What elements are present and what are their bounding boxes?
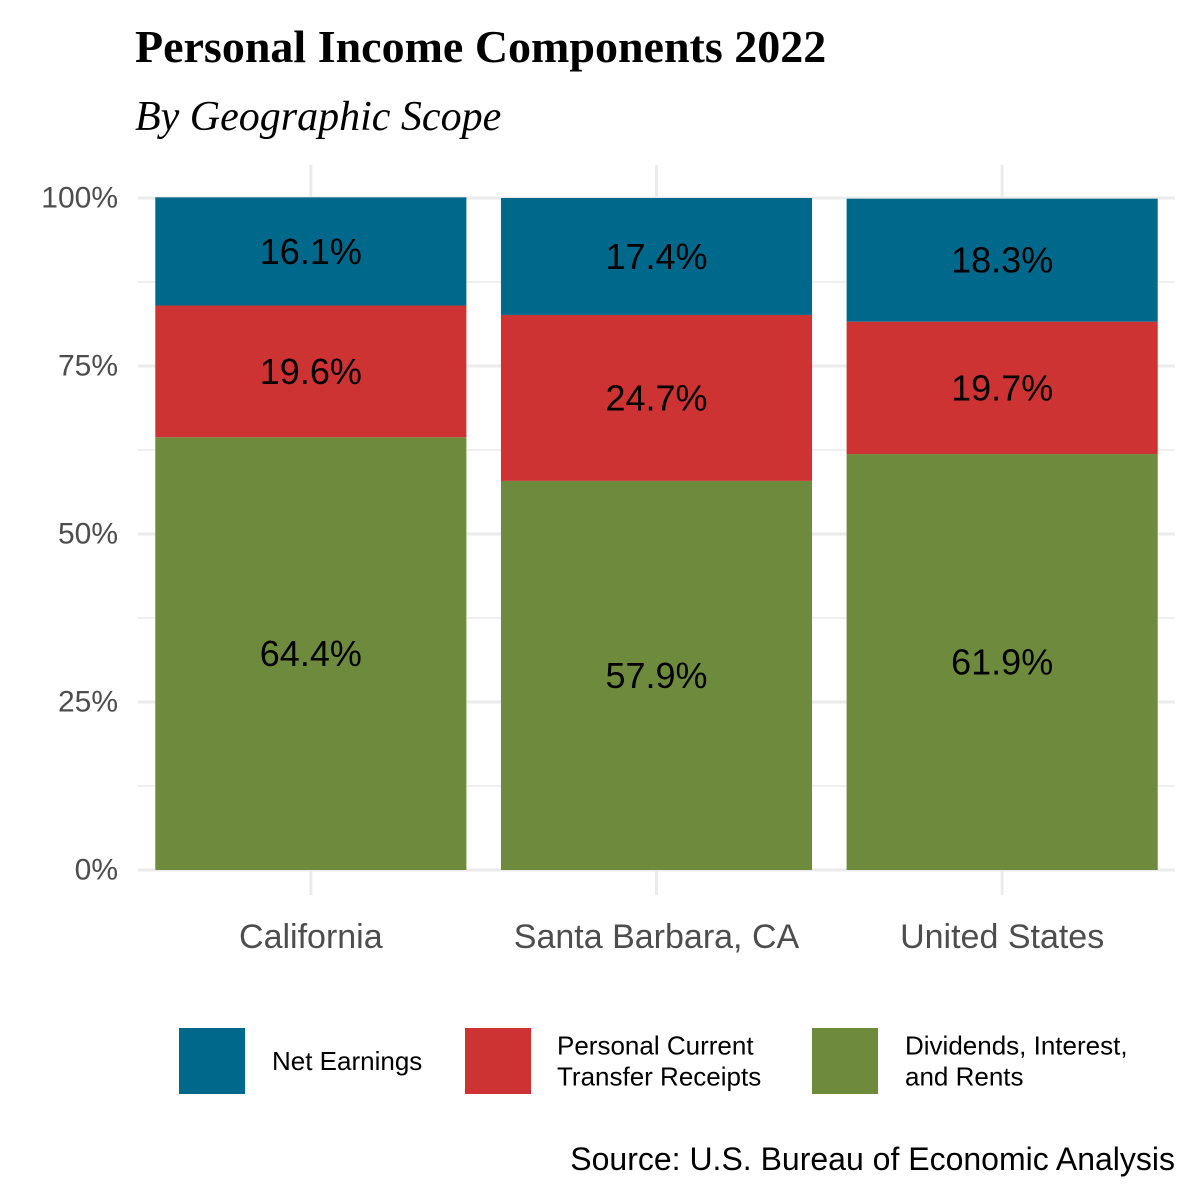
bars (155, 197, 1158, 870)
data-label: 19.6% (260, 351, 362, 392)
x-axis: California Santa Barbara, CA United States (239, 918, 1104, 956)
bar-segment (155, 437, 467, 870)
y-tick-label: 100% (41, 182, 118, 215)
data-label: 17.4% (605, 236, 707, 277)
bar-segment (500, 198, 813, 315)
bar-segment (846, 321, 1158, 455)
legend-label: and Rents (905, 1062, 1024, 1092)
bar-segment (155, 305, 467, 438)
bar-segment (155, 197, 467, 306)
legend-key (465, 1028, 531, 1094)
data-label: 24.7% (605, 377, 707, 418)
data-label: 16.1% (260, 231, 362, 272)
data-label: 57.9% (605, 655, 707, 696)
data-label: 64.4% (260, 633, 362, 674)
bar-segment (500, 314, 813, 481)
legend-label: Transfer Receipts (557, 1062, 761, 1092)
legend-label: Personal Current (557, 1031, 754, 1061)
x-tick-label: California (239, 918, 383, 956)
legend-label: Dividends, Interest, (905, 1031, 1128, 1061)
data-labels: 64.4% 19.6% 16.1% 57.9% 24.7% 17.4% 61.9% 19.7%… (260, 231, 1053, 696)
y-tick-label: 25% (58, 686, 118, 719)
data-label: 61.9% (951, 642, 1053, 683)
y-axis: 0% 25% 50% 75% 100% (41, 182, 118, 887)
data-label: 18.3% (951, 240, 1053, 281)
legend-key (179, 1028, 245, 1094)
bar-segment (846, 198, 1158, 322)
chart-subtitle: By Geographic Scope (135, 94, 501, 140)
data-label: 19.7% (951, 367, 1053, 408)
bar-segment (846, 454, 1158, 870)
legend-label: Net Earnings (272, 1046, 422, 1076)
chart-caption: Source: U.S. Bureau of Economic Analysis (570, 1141, 1175, 1177)
x-tick-label: Santa Barbara, CA (514, 918, 800, 956)
legend-key (812, 1028, 878, 1094)
x-tick-label: United States (900, 918, 1104, 956)
bar-segment (500, 480, 813, 870)
y-tick-label: 0% (75, 854, 118, 887)
y-tick-label: 75% (58, 350, 118, 383)
chart-title: Personal Income Components 2022 (135, 21, 826, 72)
y-tick-label: 50% (58, 518, 118, 551)
